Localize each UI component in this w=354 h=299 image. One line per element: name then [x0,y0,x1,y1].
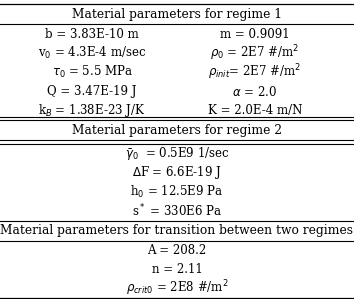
Text: h$_0$ = 12.5E9 Pa: h$_0$ = 12.5E9 Pa [130,184,224,200]
Text: Q = 3.47E-19 J: Q = 3.47E-19 J [47,85,137,98]
Text: K = 2.0E-4 m/N: K = 2.0E-4 m/N [208,104,302,117]
Text: $\Delta$F = 6.6E-19 J: $\Delta$F = 6.6E-19 J [132,164,222,181]
Text: $\rho_{init}$= 2E7 #/m$^2$: $\rho_{init}$= 2E7 #/m$^2$ [208,62,302,82]
Text: $\dot{\bar{\gamma}}_0$  = 0.5E9 1/sec: $\dot{\bar{\gamma}}_0$ = 0.5E9 1/sec [125,144,229,164]
Text: Material parameters for regime 2: Material parameters for regime 2 [72,124,282,137]
Text: v$_0$ = 4.3E-4 m/sec: v$_0$ = 4.3E-4 m/sec [38,45,146,61]
Text: b = 3.83E-10 m: b = 3.83E-10 m [45,28,139,41]
Text: k$_B$ = 1.38E-23 J/K: k$_B$ = 1.38E-23 J/K [38,102,146,119]
Text: $\tau_0$ = 5.5 MPa: $\tau_0$ = 5.5 MPa [52,64,132,80]
Text: $\rho_0$ = 2E7 #/m$^2$: $\rho_0$ = 2E7 #/m$^2$ [210,43,299,63]
Text: A = 208.2: A = 208.2 [147,244,207,257]
Text: $\alpha$ = 2.0: $\alpha$ = 2.0 [232,85,278,99]
Text: Material parameters for transition between two regimes: Material parameters for transition betwe… [0,224,354,237]
Text: $\rho_{crit0}$ = 2E8 #/m$^2$: $\rho_{crit0}$ = 2E8 #/m$^2$ [126,279,228,298]
Text: n = 2.11: n = 2.11 [152,263,202,276]
Text: s$^*$ = 330E6 Pa: s$^*$ = 330E6 Pa [132,203,222,219]
Text: Material parameters for regime 1: Material parameters for regime 1 [72,8,282,21]
Text: m = 0.9091: m = 0.9091 [220,28,290,41]
